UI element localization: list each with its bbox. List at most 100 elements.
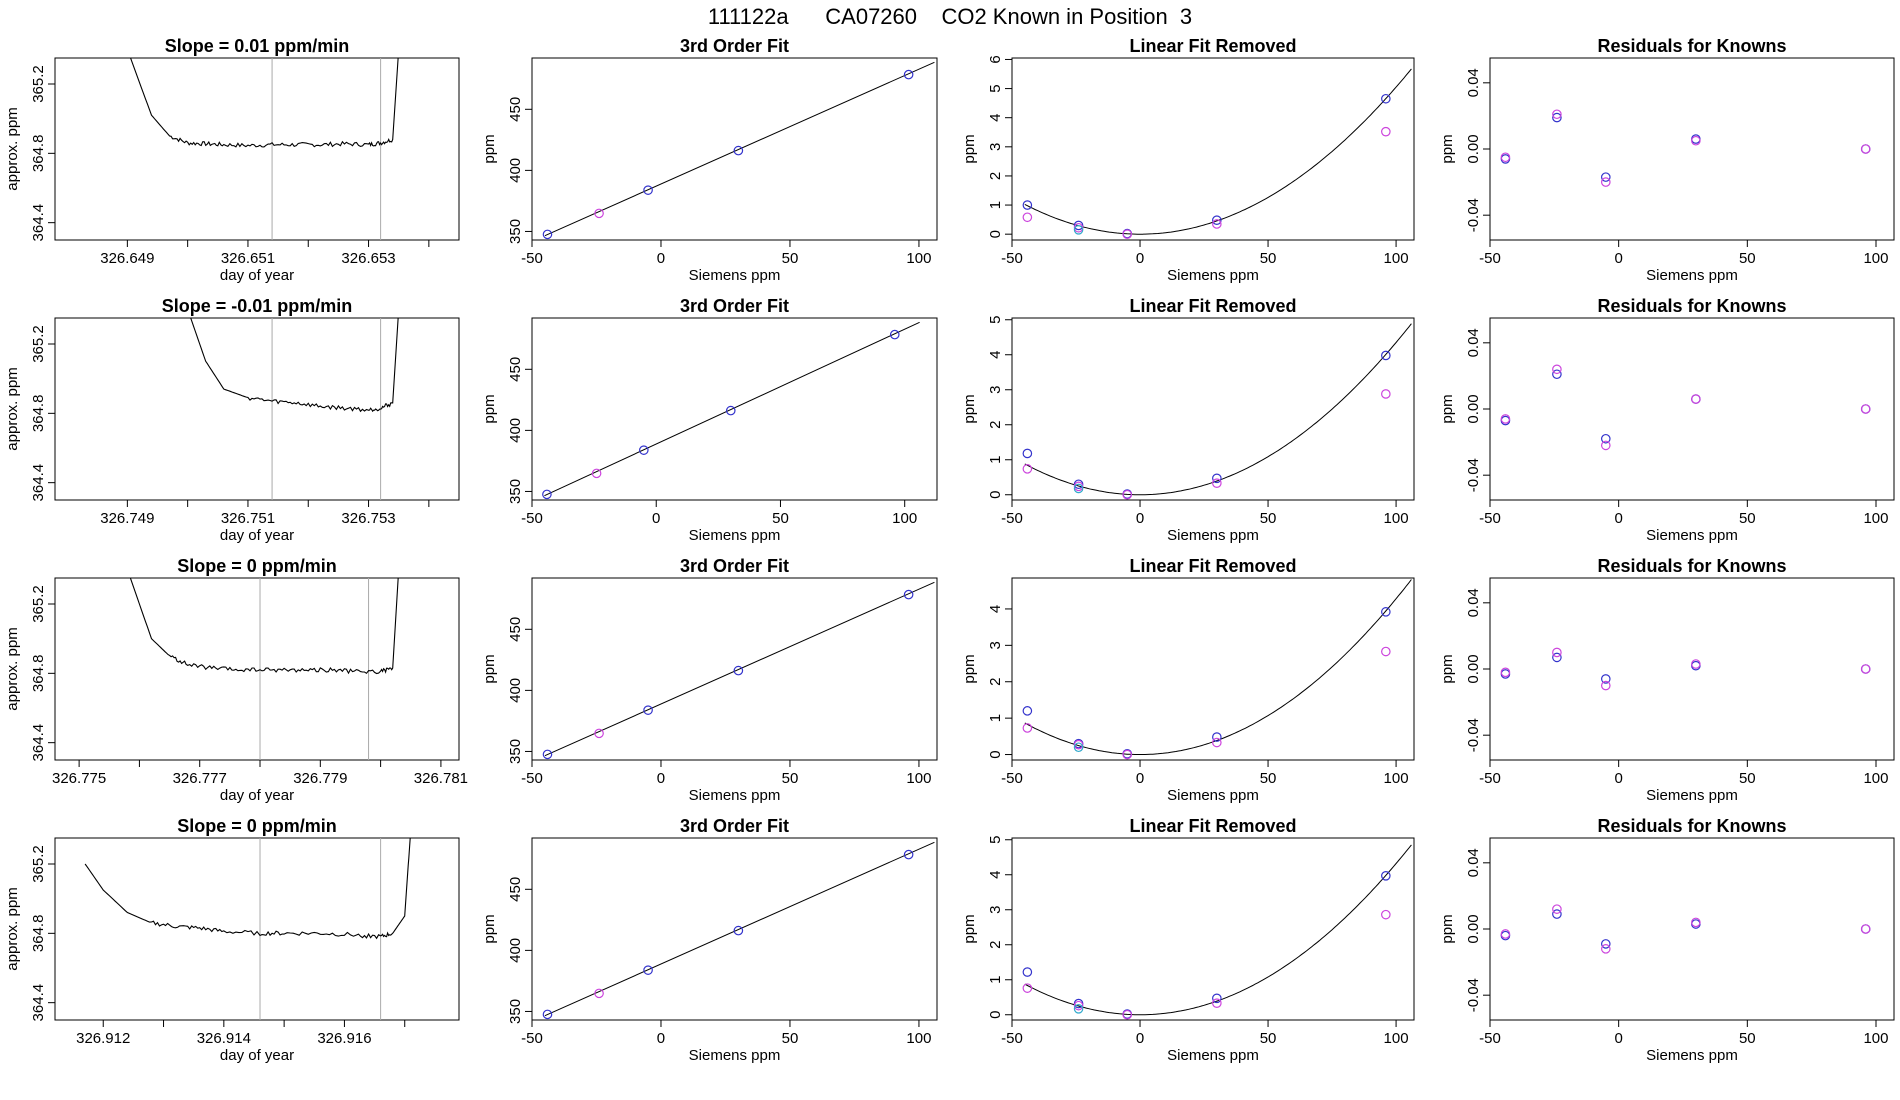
- x-tick-label: 50: [1260, 1030, 1277, 1047]
- y-tick-label: 4: [987, 871, 1004, 879]
- x-tick-label: -50: [1479, 250, 1501, 267]
- x-axis-label: day of year: [220, 787, 294, 804]
- panel-title: 3rd Order Fit: [680, 296, 789, 316]
- data-point: [1552, 109, 1562, 120]
- data-point: [1212, 998, 1222, 1008]
- panel-title: Linear Fit Removed: [1129, 36, 1296, 56]
- panel-r2-c0: Slope = 0 ppm/min 326.775 326.777 326.779 32…: [4, 556, 468, 804]
- data-point: [1381, 93, 1391, 104]
- data-point: [1212, 993, 1222, 1004]
- y-tick-label: 364.8: [30, 915, 47, 953]
- panel-title: Linear Fit Removed: [1129, 296, 1296, 316]
- y-axis-label: ppm: [481, 914, 498, 943]
- y-axis-label: approx. ppm: [4, 107, 21, 190]
- x-tick-label: 0: [652, 510, 660, 527]
- panel-data: [1022, 323, 1412, 500]
- y-axis-label: approx. ppm: [4, 627, 21, 710]
- data-point: [1552, 112, 1562, 123]
- panel-title: Slope = 0 ppm/min: [177, 816, 337, 836]
- panel-r2-c2: Linear Fit Removed -50 0 50 100 Siemens ppm 0 1…: [961, 556, 1415, 804]
- panel-r0-c3: Residuals for Knowns -50 0 50 100 Siemens ppm…: [1439, 36, 1895, 284]
- data-point: [1552, 647, 1562, 658]
- panel-r3-c2: Linear Fit Removed -50 0 50 100 Siemens ppm 0 1…: [961, 816, 1415, 1064]
- x-tick-label: 326.751: [221, 510, 275, 527]
- y-tick-label: 364.4: [30, 464, 47, 502]
- x-tick-label: 326.779: [293, 770, 347, 787]
- data-point: [643, 705, 653, 715]
- data-point: [1691, 659, 1701, 669]
- panel-data: [1500, 109, 1871, 187]
- y-tick-label: 364.4: [30, 204, 47, 242]
- data-point: [639, 445, 649, 455]
- plot-frame: [1489, 317, 1895, 501]
- data-point: [1860, 144, 1871, 154]
- data-point: [1212, 732, 1222, 742]
- data-point: [903, 589, 914, 600]
- x-tick-label: -50: [1479, 770, 1501, 787]
- data-point: [1122, 489, 1133, 500]
- plot-frame: [54, 837, 460, 1021]
- x-axis-label: Siemens ppm: [1167, 527, 1259, 544]
- x-tick-label: 0: [1136, 1030, 1144, 1047]
- y-tick-label: 364.8: [30, 395, 47, 433]
- y-axis-label: ppm: [481, 394, 498, 423]
- panel-title: 3rd Order Fit: [680, 556, 789, 576]
- x-tick-label: 326.781: [414, 770, 468, 787]
- data-point: [1552, 369, 1562, 380]
- x-axis-label: Siemens ppm: [689, 1047, 781, 1064]
- data-point: [1381, 909, 1391, 920]
- y-tick-label: 3: [987, 143, 1004, 151]
- panel-data: [1500, 364, 1871, 451]
- data-point: [1600, 177, 1611, 187]
- y-tick-label: 364.4: [30, 724, 47, 762]
- y-tick-label: 350: [507, 739, 524, 764]
- y-tick-label: 3: [987, 386, 1004, 394]
- y-tick-label: 450: [507, 877, 524, 902]
- x-axis-label: Siemens ppm: [1646, 787, 1738, 804]
- data-point: [643, 185, 653, 195]
- data-point: [1022, 723, 1033, 733]
- y-tick-label: 0.04: [1465, 328, 1482, 357]
- data-point: [1500, 152, 1511, 163]
- panel-r0-c1: 3rd Order Fit -50 0 50 100 Siemens ppm 350 400 4…: [481, 36, 938, 284]
- data-point: [542, 749, 553, 760]
- data-point: [733, 665, 744, 676]
- data-point: [1022, 706, 1033, 716]
- x-tick-label: 0: [1614, 770, 1622, 787]
- concentration-trace: [190, 318, 399, 413]
- x-axis-label: Siemens ppm: [1167, 267, 1259, 284]
- x-axis-label: day of year: [220, 1047, 294, 1064]
- y-axis-label: approx. ppm: [4, 367, 21, 450]
- y-tick-label: 364.8: [30, 135, 47, 173]
- y-tick-label: 365.2: [30, 325, 47, 363]
- data-point: [1073, 739, 1084, 750]
- data-point: [1212, 215, 1222, 225]
- data-point: [542, 229, 553, 240]
- data-point: [1022, 212, 1033, 223]
- y-axis-label: ppm: [1439, 654, 1456, 683]
- data-point: [1600, 172, 1611, 182]
- panel-title: Slope = 0 ppm/min: [177, 556, 337, 576]
- x-axis-label: Siemens ppm: [689, 267, 781, 284]
- y-axis-label: ppm: [961, 914, 978, 943]
- y-tick-label: 0: [987, 491, 1004, 499]
- x-tick-label: 50: [1739, 770, 1756, 787]
- data-point: [1212, 478, 1222, 488]
- data-point: [733, 925, 744, 936]
- y-tick-label: -0.04: [1465, 458, 1482, 492]
- data-point: [1022, 967, 1033, 977]
- data-point: [1552, 364, 1562, 375]
- data-point: [1073, 1000, 1084, 1011]
- y-tick-label: 1: [987, 976, 1004, 984]
- x-tick-label: -50: [1001, 770, 1023, 787]
- panel-title: Slope = 0.01 ppm/min: [165, 36, 350, 56]
- data-point: [1600, 939, 1611, 949]
- y-tick-label: 2: [987, 172, 1004, 180]
- data-point: [1552, 904, 1562, 914]
- panel-data: [129, 578, 399, 760]
- data-point: [1381, 389, 1391, 399]
- data-point: [1600, 944, 1611, 954]
- data-point: [591, 468, 602, 479]
- x-tick-label: 100: [1863, 770, 1888, 787]
- y-tick-label: 0.00: [1465, 654, 1482, 683]
